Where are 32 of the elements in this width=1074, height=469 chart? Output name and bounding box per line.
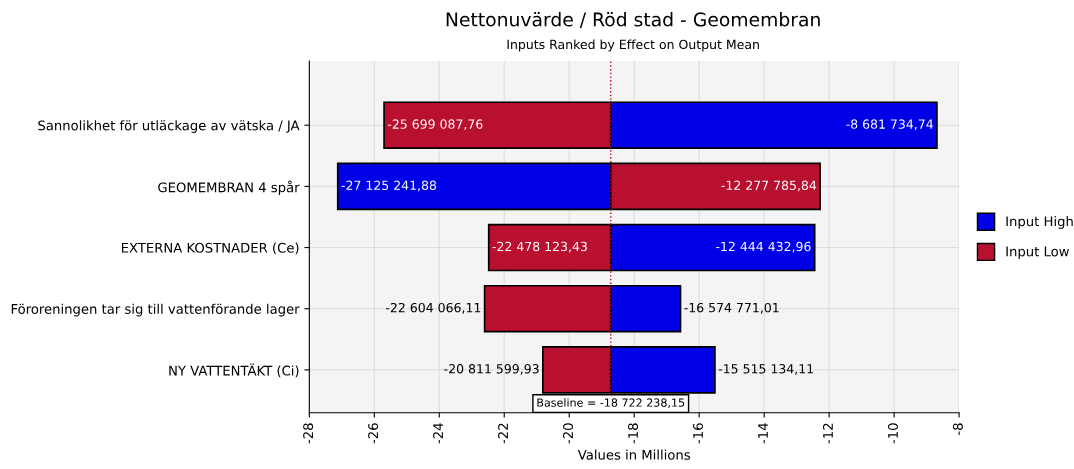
annotation: -12 444 432,96: [716, 241, 811, 253]
annotation: -22 604 066,11: [386, 302, 481, 314]
annotation: -15 515 134,11: [718, 364, 813, 375]
x-tick-label: -18: [628, 423, 639, 444]
x-tick-label: -26: [368, 423, 379, 444]
legend-label: Input Low: [1006, 246, 1069, 259]
x-tick-label: -16: [693, 423, 703, 444]
annotation: -16 574 771,01: [684, 302, 779, 314]
x-tick-label: -28: [303, 423, 314, 444]
x-tick-label: -8: [952, 423, 963, 435]
x-axis-title: Values in Millions: [577, 449, 690, 460]
chart-subtitle: Inputs Ranked by Effect on Output Mean: [507, 39, 759, 52]
x-tick-label: -12: [822, 423, 833, 444]
x-tick-label: -14: [758, 423, 768, 444]
y-tick-label: GEOMEMBRAN 4 spår: [158, 180, 300, 195]
x-tick-label: -10: [887, 423, 898, 444]
annotation: -12 277 785,84: [721, 180, 817, 192]
y-tick-label: EXTERNA KOSTNADER (Ce): [121, 242, 299, 255]
y-tick-label: NY VATTENTÄKT (Ci): [169, 363, 299, 378]
annotation: -8 681 734,74: [846, 119, 933, 131]
x-tick-label: -22: [498, 423, 508, 444]
x-tick-label: -24: [433, 423, 443, 444]
x-tick-label: -20: [563, 423, 574, 444]
annotation: -20 811 599,93: [444, 364, 539, 375]
chart-title: Nettonuvärde / Röd stad - Geomembran: [446, 12, 820, 29]
annotation: -22 478 123,43: [492, 241, 587, 253]
y-tick-label: Sannolikhet för utläckage av vätska / JA: [38, 120, 300, 133]
annotation: -27 125 241,88: [341, 180, 437, 192]
y-tick-label: Föroreningen tar sig till vattenförande lager: [11, 303, 300, 317]
legend-label: Input High: [1006, 216, 1073, 229]
annotation: -25 699 087,76: [387, 119, 483, 131]
ref-line-label: Baseline = -18 722 238,15: [537, 398, 685, 408]
